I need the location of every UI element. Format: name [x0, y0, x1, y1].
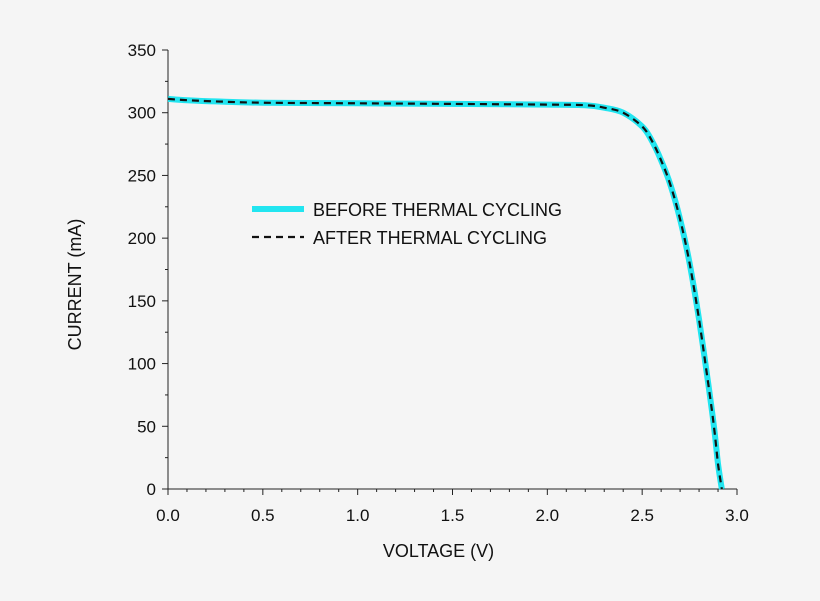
x-tick-label: 0.5: [251, 506, 275, 525]
y-tick-label: 200: [128, 229, 156, 248]
y-tick-label: 0: [147, 480, 156, 499]
y-tick-label: 250: [128, 166, 156, 185]
y-tick-label: 150: [128, 292, 156, 311]
x-tick-label: 2.0: [536, 506, 560, 525]
x-axis-title: VOLTAGE (V): [383, 541, 494, 561]
x-tick-label: 2.5: [630, 506, 654, 525]
axes: [167, 50, 737, 490]
x-tick-label: 1.0: [346, 506, 370, 525]
x-tick-label: 1.5: [441, 506, 465, 525]
y-axis-ticks: 0 50 100 150 200 250 300 350: [128, 41, 168, 499]
legend-label-before: BEFORE THERMAL CYCLING: [313, 200, 562, 220]
y-tick-label: 300: [128, 104, 156, 123]
x-axis-ticks: 0.0 0.5 1.0 1.5 2.0 2.5 3.0: [156, 489, 749, 525]
y-tick-label: 350: [128, 41, 156, 60]
y-axis-title: CURRENT (mA): [65, 219, 85, 351]
legend-label-after: AFTER THERMAL CYCLING: [313, 228, 547, 248]
y-tick-label: 100: [128, 355, 156, 374]
legend: BEFORE THERMAL CYCLING AFTER THERMAL CYCL…: [252, 200, 562, 248]
series-line-before: [167, 95, 725, 490]
y-tick-label: 50: [137, 417, 156, 436]
x-tick-label: 0.0: [156, 506, 180, 525]
series-line-after: [167, 97, 723, 490]
series-layer: [167, 95, 725, 490]
x-tick-label: 3.0: [725, 506, 749, 525]
